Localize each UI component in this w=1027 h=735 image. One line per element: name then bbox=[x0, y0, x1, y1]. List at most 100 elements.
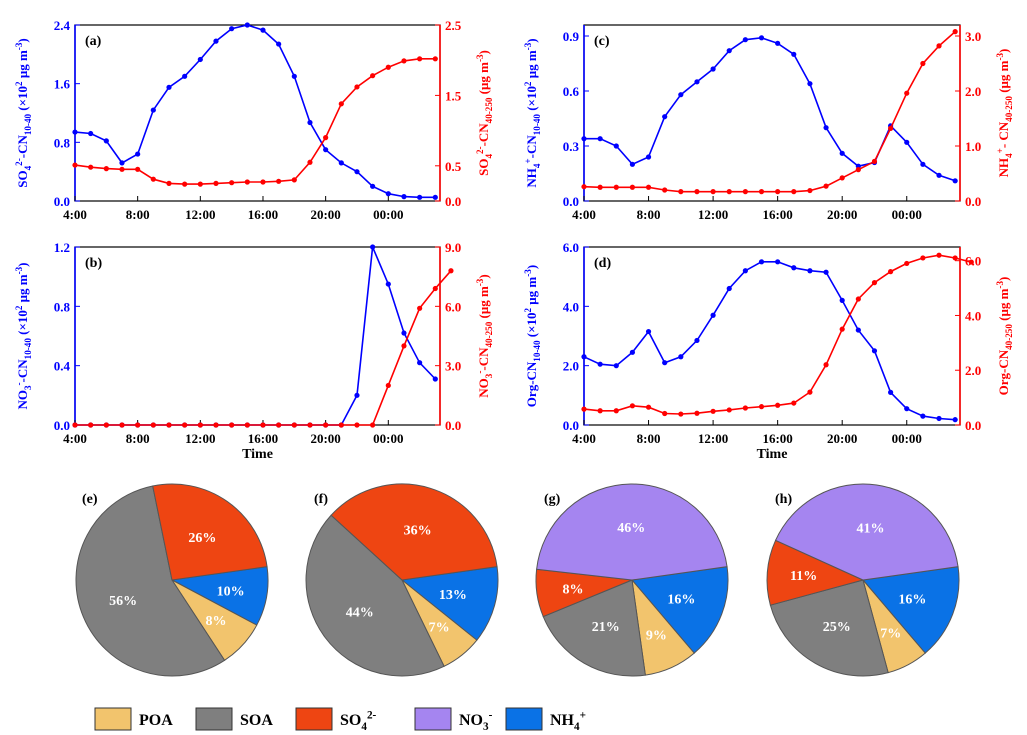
series-point bbox=[354, 422, 360, 428]
series-point bbox=[888, 125, 894, 131]
series-point bbox=[72, 162, 78, 168]
pie-slice-label: 16% bbox=[667, 593, 695, 608]
series-point bbox=[276, 422, 282, 428]
y-axis-title-right: SO4​2-​-CN40-250​ (μg m-3​) bbox=[475, 50, 494, 176]
x-tick-label: 4:00 bbox=[63, 207, 87, 222]
series-point bbox=[417, 305, 423, 311]
pie-slice bbox=[75, 485, 226, 677]
y-tick-label-left: 0.8 bbox=[54, 135, 71, 150]
series-point bbox=[432, 56, 438, 62]
series-point bbox=[645, 328, 652, 335]
panel-label: (a) bbox=[85, 34, 102, 49]
series-point bbox=[213, 38, 219, 44]
series-point bbox=[597, 408, 603, 414]
pie-slice-label: 13% bbox=[439, 588, 467, 603]
label-segment: NO bbox=[476, 378, 491, 398]
series-point bbox=[775, 259, 781, 265]
series-point bbox=[432, 285, 438, 292]
label-segment: SO bbox=[15, 170, 30, 187]
series-point bbox=[694, 189, 700, 195]
label-segment: (×10 bbox=[15, 86, 30, 114]
x-tick-label: 00:00 bbox=[373, 207, 403, 222]
series-point bbox=[726, 407, 732, 413]
series-point bbox=[855, 296, 861, 302]
y-tick-label-left: 0.0 bbox=[54, 418, 70, 433]
label-segment: 4 bbox=[361, 721, 367, 733]
series-point bbox=[839, 175, 845, 181]
series-point bbox=[710, 66, 716, 72]
y-tick-label-left: 0.0 bbox=[563, 418, 579, 433]
y-tick-label-left: 6.0 bbox=[563, 240, 579, 255]
series-point bbox=[742, 189, 748, 195]
series-point bbox=[338, 160, 344, 166]
series-point bbox=[678, 189, 684, 195]
label-segment: 10-40 bbox=[532, 114, 542, 136]
panel-label: (d) bbox=[594, 256, 611, 271]
label-segment: μg m bbox=[15, 50, 30, 81]
label-segment: 10-40 bbox=[532, 340, 542, 362]
label-segment: -3 bbox=[995, 281, 1005, 289]
y-tick-label-right: 1.0 bbox=[965, 139, 981, 154]
series-point bbox=[694, 410, 700, 416]
y-tick-label-left: 4.0 bbox=[563, 299, 579, 314]
legend-label: SO4​2-​ bbox=[340, 710, 377, 733]
series-point bbox=[823, 183, 829, 189]
series-point bbox=[197, 181, 203, 187]
series-point bbox=[791, 265, 797, 271]
x-axis-title: Time bbox=[242, 447, 273, 462]
label-segment: (×10 bbox=[524, 312, 539, 340]
y-tick-label-left: 0.8 bbox=[54, 299, 71, 314]
y-tick-label-left: 1.2 bbox=[54, 240, 70, 255]
series-point bbox=[645, 154, 652, 160]
label-segment: 4 bbox=[1004, 153, 1014, 158]
panel-label: (b) bbox=[85, 256, 102, 271]
series-point bbox=[597, 361, 603, 367]
x-tick-label: 8:00 bbox=[126, 431, 150, 446]
plot-frame bbox=[583, 24, 961, 202]
label-segment: POA bbox=[139, 712, 173, 729]
series-point bbox=[710, 189, 716, 195]
series-point bbox=[629, 184, 636, 190]
series-point bbox=[758, 189, 765, 195]
series-point bbox=[182, 181, 188, 187]
pie-slice bbox=[400, 566, 499, 641]
series-point bbox=[307, 422, 313, 428]
series-point bbox=[662, 187, 668, 193]
series-point bbox=[88, 422, 94, 428]
pie-slice bbox=[862, 566, 960, 654]
series-point bbox=[839, 297, 845, 303]
label-segment: (μg m bbox=[476, 62, 491, 98]
label-segment: -3 bbox=[995, 52, 1005, 60]
label-segment: ) bbox=[524, 265, 539, 269]
series-point bbox=[775, 40, 781, 46]
x-tick-label: 12:00 bbox=[698, 431, 728, 446]
legend-swatch bbox=[295, 707, 333, 731]
series-point bbox=[370, 183, 376, 189]
label-segment: 40-250 bbox=[484, 97, 494, 123]
label-segment: -3 bbox=[475, 54, 485, 62]
series-point bbox=[150, 107, 156, 113]
series-point bbox=[119, 160, 125, 166]
series-point bbox=[417, 360, 423, 366]
label-segment: ) bbox=[15, 262, 30, 266]
series-point bbox=[166, 84, 172, 90]
label-segment: -3 bbox=[475, 278, 485, 286]
series-point bbox=[758, 404, 765, 410]
x-tick-label: 8:00 bbox=[637, 207, 661, 222]
series-point bbox=[385, 281, 391, 287]
pie-chart: 16% 7% 25% 11% 41% (h) bbox=[766, 483, 960, 677]
series-point bbox=[629, 403, 636, 409]
series-point bbox=[370, 73, 376, 79]
label-segment: 2 bbox=[14, 305, 24, 310]
label-segment: -CN bbox=[15, 135, 30, 159]
series-point bbox=[197, 56, 203, 63]
series-point bbox=[581, 184, 587, 190]
x-tick-label: 20:00 bbox=[827, 207, 857, 222]
series-point bbox=[904, 406, 910, 412]
pie-slice-label: 25% bbox=[823, 620, 851, 635]
pie-slice-label: 44% bbox=[346, 606, 374, 621]
series-point bbox=[354, 169, 360, 175]
plot-frame bbox=[74, 246, 441, 426]
y-tick-label-left: 0.6 bbox=[563, 84, 580, 99]
label-segment: 2- bbox=[14, 158, 24, 166]
